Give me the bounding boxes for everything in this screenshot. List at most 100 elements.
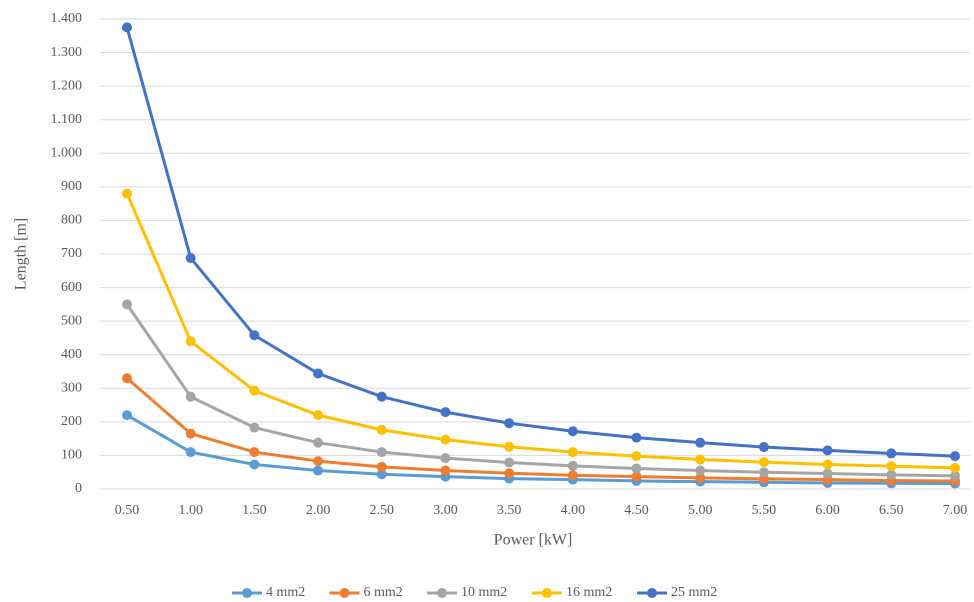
data-point [504,468,515,479]
data-point [313,437,324,448]
legend-marker [437,588,447,598]
y-tick-label: 0 [75,481,82,496]
legend-label: 10 mm2 [461,585,507,600]
y-tick-label: 300 [61,381,82,396]
data-point [504,457,515,468]
data-point [185,391,196,402]
x-tick-label: 3.50 [497,503,522,518]
data-point [886,469,897,480]
data-point [185,336,196,347]
y-tick-label: 600 [61,280,82,295]
data-point [631,451,642,462]
data-point [695,437,706,448]
y-tick-label: 1.100 [51,112,83,127]
data-point [440,453,451,464]
data-point [313,456,324,467]
data-point [313,368,324,379]
data-point [758,467,769,478]
data-point [504,418,515,429]
series-line [126,413,956,486]
y-tick-label: 700 [61,246,82,261]
data-point [567,447,578,458]
x-tick-label: 4.00 [561,503,586,518]
data-point [313,465,324,476]
legend-label: 25 mm2 [671,585,717,600]
y-tick-label: 100 [61,448,82,463]
data-point [122,188,132,199]
legend-item: 6 mm2 [329,585,403,600]
data-point [822,445,833,456]
x-tick-label: 7.00 [943,503,968,518]
data-point [631,471,642,482]
data-point [313,410,324,421]
x-tick-label: 4.50 [624,503,649,518]
data-point [631,463,642,474]
data-point [631,432,642,443]
y-tick-label: 1.300 [51,45,83,60]
x-tick-label: 3.00 [433,503,458,518]
data-point [950,470,960,481]
data-point [440,407,451,418]
data-point [122,22,132,33]
data-point [567,426,578,437]
data-point [185,428,196,439]
data-point [249,459,260,470]
data-point [249,422,260,433]
legend-marker [242,588,252,598]
x-tick-label: 6.50 [879,503,904,518]
legend-label: 16 mm2 [566,585,612,600]
series-line [125,192,956,470]
y-tick-label: 1.200 [51,78,83,93]
legend-marker [647,588,657,598]
y-axis-label: Length [m] [13,218,30,290]
x-tick-label: 0.50 [115,503,140,518]
data-point [122,299,132,310]
data-point [950,462,960,473]
x-tick-label: 5.50 [752,503,777,518]
data-point [758,457,769,468]
y-tick-label: 1.000 [51,146,83,161]
legend-item: 25 mm2 [637,585,717,600]
data-point [185,447,196,458]
x-tick-label: 6.00 [815,503,840,518]
data-point [695,454,706,465]
data-point [249,330,260,341]
data-point [567,470,578,481]
data-point [695,465,706,476]
data-point [695,472,706,483]
data-point [249,385,260,396]
x-tick-label: 2.50 [370,503,395,518]
data-point [440,434,451,445]
series-line [125,303,956,478]
data-point [185,253,196,264]
y-tick-label: 800 [61,213,82,228]
y-tick-label: 1.400 [51,11,83,26]
data-point [440,465,451,476]
legend-label: 6 mm2 [364,585,403,600]
y-tick-label: 200 [61,414,82,429]
data-point [376,469,387,480]
data-point [567,460,578,471]
data-point [886,461,897,472]
x-tick-label: 1.50 [242,503,267,518]
data-point [758,442,769,453]
data-point [249,447,260,458]
series-line [126,377,956,483]
x-axis-label: Power [kW] [494,532,573,549]
legend-item: 10 mm2 [427,585,507,600]
series-line [125,26,956,458]
legend-label: 4 mm2 [266,585,305,600]
data-point [376,461,387,472]
legend-item: 16 mm2 [532,585,612,600]
y-tick-label: 500 [61,313,82,328]
y-tick-label: 400 [61,347,82,362]
legend-marker [542,588,552,598]
data-point [504,441,515,452]
data-point [376,447,387,458]
data-point [122,410,132,421]
data-point [376,424,387,435]
x-tick-label: 2.00 [306,503,331,518]
data-point [886,448,897,459]
data-point [376,391,387,402]
